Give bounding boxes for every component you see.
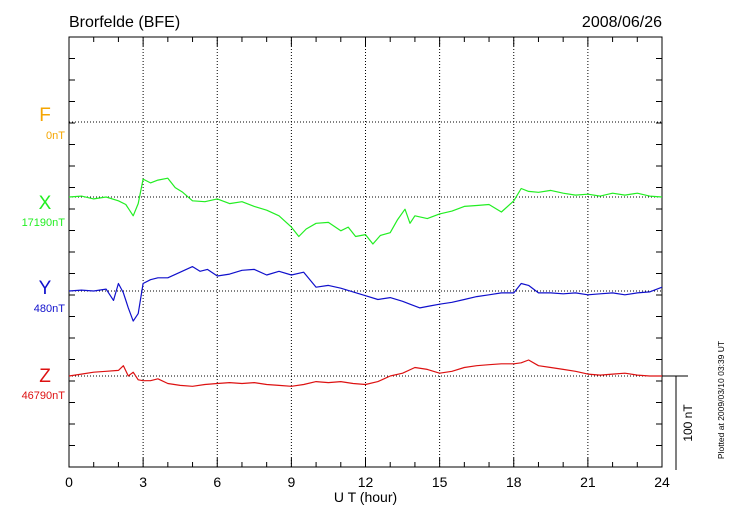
scale-bar: 100 nT (662, 375, 695, 470)
component-letter-f: F (39, 105, 51, 126)
x-tick-label: 21 (580, 474, 596, 490)
x-tick-label: 24 (654, 474, 670, 490)
x-tick-labels: 0 3 6 9 12 15 18 21 24 (65, 474, 670, 490)
axis-ticks (68, 36, 663, 468)
plotted-timestamp: Plotted at 2009/03/10 03:39 UT (716, 341, 726, 459)
series-line-x (68, 177, 663, 245)
series-line-y (68, 266, 663, 322)
date-title: 2008/06/26 (582, 14, 662, 31)
component-baseline-x: 17190nT (22, 217, 66, 229)
plot-frame (68, 36, 663, 468)
component-labels: F 0nT X 17190nT Y 480nT Z 46790nT (22, 105, 66, 402)
x-tick-label: 0 (65, 474, 73, 490)
x-tick-label: 6 (213, 474, 221, 490)
series-group (68, 177, 663, 387)
component-baseline-f: 0nT (46, 130, 65, 142)
x-tick-label: 9 (287, 474, 295, 490)
series-line-z (68, 359, 662, 387)
x-tick-label: 18 (506, 474, 522, 490)
x-axis-title: U T (hour) (334, 489, 397, 505)
x-tick-label: 12 (358, 474, 374, 490)
component-baseline-y: 480nT (34, 303, 65, 315)
x-tick-label: 15 (432, 474, 448, 490)
grid-lines (69, 37, 662, 467)
x-tick-label: 3 (139, 474, 147, 490)
component-letter-z: Z (39, 366, 51, 387)
scale-bar-label: 100 nT (681, 404, 695, 442)
component-baseline-z: 46790nT (22, 390, 66, 402)
station-title: Brorfelde (BFE) (69, 14, 180, 31)
component-letter-y: Y (39, 278, 52, 299)
component-letter-x: X (39, 193, 52, 214)
